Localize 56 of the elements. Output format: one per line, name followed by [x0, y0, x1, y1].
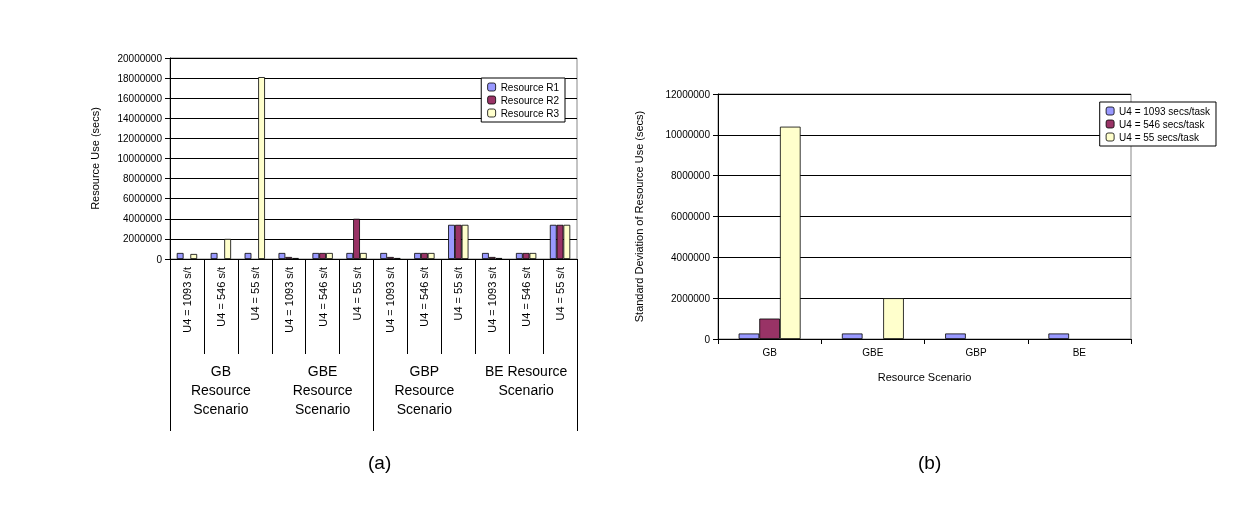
legend-label: Resource R2 [500, 94, 560, 106]
bar [841, 333, 863, 339]
x-tick-label: U4 = 1093 s/t [282, 267, 295, 333]
x-tick-label: U4 = 546 s/t [316, 267, 329, 327]
bar [190, 253, 198, 259]
x-tick-label: GBE [862, 346, 884, 358]
y-tick-label: 2000000 [123, 233, 163, 245]
y-tick-label: 8000000 [123, 173, 163, 185]
y-tick-label: 4000000 [123, 213, 163, 225]
x-tick-label: U4 = 546 s/t [520, 267, 533, 327]
y-tick-label: 16000000 [117, 92, 163, 104]
y-tick-label: 10000000 [117, 153, 163, 164]
y-tick-label: 0 [704, 333, 711, 345]
y-tick-label: 14000000 [117, 112, 163, 124]
y-tick-label: 6000000 [123, 193, 163, 205]
x-tick-label: GB [762, 346, 778, 358]
text: (a) [368, 452, 392, 473]
x-tick-label: GBP [965, 346, 988, 358]
text: GBE Resource Scenario [291, 362, 354, 419]
x-tick-label: U4 = 1093 s/t [384, 267, 397, 333]
bar [244, 252, 252, 259]
x-tick-label: U4 = 55 s/t [248, 267, 261, 321]
x-tick-label: U4 = 1093 s/t [486, 267, 499, 333]
legend-label: Resource R3 [500, 107, 560, 119]
x-tick-label: U4 = 55 s/t [452, 267, 465, 321]
bar [1048, 333, 1070, 339]
y-tick-label: 20000000 [117, 52, 163, 64]
text: (b) [918, 452, 942, 473]
bar [210, 252, 218, 259]
y-tick-label: 2000000 [671, 292, 711, 304]
y-tick-label: 8000000 [671, 170, 711, 182]
x-axis-title: Resource Scenario [877, 370, 972, 383]
bar [176, 252, 184, 259]
legend-label: U4 = 1093 secs/task [1119, 105, 1211, 117]
legend-label: U4 = 55 secs/task [1119, 131, 1200, 143]
legend-label: U4 = 546 secs/task [1119, 118, 1206, 130]
x-tick-label: U4 = 1093 s/t [180, 267, 193, 333]
y-tick-label: 18000000 [117, 72, 163, 84]
x-tick-label: U4 = 546 s/t [214, 267, 227, 327]
y-tick-label: 4000000 [671, 251, 711, 263]
text: BE Resource Scenario [484, 362, 569, 400]
y-tick-label: 10000000 [665, 129, 711, 141]
y-tick-label: 6000000 [671, 211, 711, 222]
y-tick-label: 12000000 [665, 88, 711, 100]
y-axis-title: Standard Deviation of Resource Use (secs) [633, 110, 645, 323]
x-tick-label: U4 = 55 s/t [554, 267, 567, 321]
text: GB Resource Scenario [189, 362, 252, 419]
y-axis-title: Resource Use (secs) [89, 107, 101, 210]
bar [945, 333, 966, 339]
x-tick-label: U4 = 546 s/t [418, 267, 431, 327]
legend-label: Resource R1 [500, 81, 560, 93]
text: GBP Resource Scenario [393, 362, 456, 419]
x-tick-label: BE [1072, 346, 1087, 358]
y-tick-label: 0 [156, 253, 163, 265]
x-tick-label: U4 = 55 s/t [350, 267, 363, 321]
y-tick-label: 12000000 [117, 132, 163, 144]
